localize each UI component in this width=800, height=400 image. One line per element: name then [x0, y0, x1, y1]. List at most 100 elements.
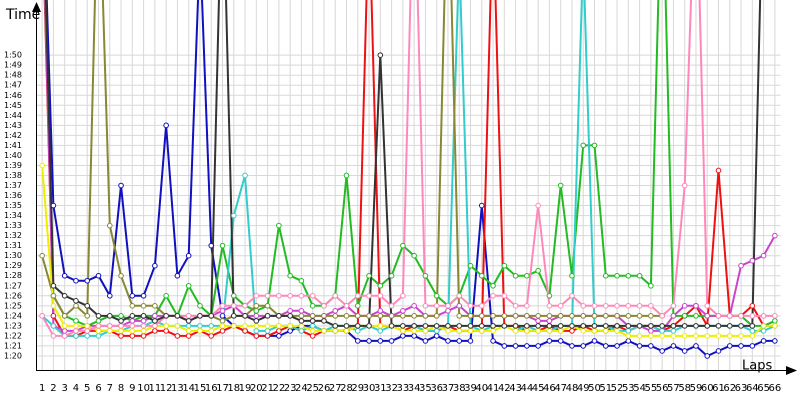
y-tick-label: 1:49	[4, 61, 22, 70]
data-point	[163, 328, 169, 334]
data-point	[253, 328, 260, 334]
x-tick-label: 52	[611, 383, 624, 394]
data-point	[400, 323, 406, 329]
x-tick-label: 50	[588, 383, 601, 394]
data-point	[298, 313, 305, 319]
data-point	[467, 303, 474, 309]
data-point	[602, 323, 609, 329]
data-point	[276, 333, 282, 339]
data-point	[670, 313, 677, 319]
data-point	[535, 323, 541, 329]
data-point	[445, 308, 451, 314]
data-point	[354, 313, 361, 319]
data-point	[208, 242, 215, 249]
data-point	[411, 328, 417, 334]
x-tick-label: 37	[442, 383, 455, 394]
y-tick-label: 1:32	[4, 231, 22, 240]
data-point	[681, 348, 688, 354]
data-point	[535, 343, 541, 349]
data-point	[95, 318, 102, 324]
data-point	[467, 338, 474, 344]
data-point	[343, 172, 350, 179]
data-point	[84, 277, 91, 284]
data-point	[478, 272, 485, 279]
data-point	[760, 313, 767, 319]
data-point	[197, 323, 203, 329]
data-point	[524, 272, 530, 279]
data-point	[625, 333, 632, 339]
data-point	[309, 333, 316, 339]
data-point	[433, 292, 440, 299]
data-point	[242, 323, 248, 329]
data-point	[219, 313, 226, 319]
y-tick-label: 1:25	[4, 301, 22, 310]
data-point	[704, 353, 711, 359]
data-point	[681, 333, 688, 339]
x-tick-label: 25	[306, 383, 319, 394]
data-point	[129, 333, 136, 339]
x-tick-label: 12	[160, 383, 173, 394]
data-point	[557, 328, 564, 334]
data-point	[411, 252, 417, 259]
x-tick-label: 27	[329, 383, 342, 394]
data-point	[129, 313, 136, 319]
data-point	[73, 277, 79, 284]
data-point	[174, 323, 181, 329]
data-point	[242, 328, 248, 334]
data-point	[118, 313, 124, 319]
data-point	[276, 328, 282, 334]
data-point	[681, 323, 688, 329]
data-point	[309, 313, 316, 319]
data-point	[557, 338, 564, 344]
data-point	[174, 313, 181, 319]
data-point	[670, 333, 677, 339]
data-point	[636, 272, 643, 279]
data-point	[681, 313, 688, 319]
data-point	[400, 328, 406, 334]
x-tick-label: 8	[118, 383, 124, 394]
data-point	[118, 272, 124, 279]
data-point	[84, 313, 91, 319]
data-point	[501, 313, 508, 319]
data-point	[39, 162, 45, 169]
data-point	[309, 292, 316, 299]
data-point	[670, 323, 677, 329]
data-point	[208, 328, 215, 334]
data-point	[185, 333, 192, 339]
data-point	[230, 292, 237, 299]
data-point	[760, 323, 767, 329]
y-tick-label: 1:37	[4, 181, 22, 190]
data-point	[648, 282, 654, 289]
data-point	[569, 343, 575, 349]
data-point	[287, 292, 293, 299]
data-point	[152, 323, 158, 329]
data-point	[512, 343, 519, 349]
data-point	[501, 292, 508, 299]
data-point	[73, 298, 79, 304]
data-point	[512, 328, 519, 334]
x-tick-label: 31	[374, 383, 387, 394]
data-point	[163, 323, 169, 329]
x-tick-label: 36	[430, 383, 443, 394]
data-point	[715, 333, 722, 339]
data-point	[50, 282, 57, 289]
data-point	[242, 303, 248, 309]
data-point	[726, 323, 733, 329]
data-point	[659, 313, 665, 319]
data-point	[411, 333, 417, 339]
data-point	[422, 303, 429, 309]
data-point	[276, 323, 282, 329]
data-point	[84, 328, 91, 334]
data-point	[602, 272, 609, 279]
data-point	[478, 323, 485, 329]
data-point	[738, 262, 744, 269]
data-point	[422, 338, 429, 344]
data-point	[636, 333, 643, 339]
x-tick-label: 16	[205, 383, 218, 394]
data-point	[693, 343, 699, 349]
data-point	[287, 308, 293, 314]
data-point	[400, 292, 406, 299]
data-point	[197, 313, 203, 319]
data-point	[298, 328, 305, 334]
data-point	[704, 313, 711, 319]
